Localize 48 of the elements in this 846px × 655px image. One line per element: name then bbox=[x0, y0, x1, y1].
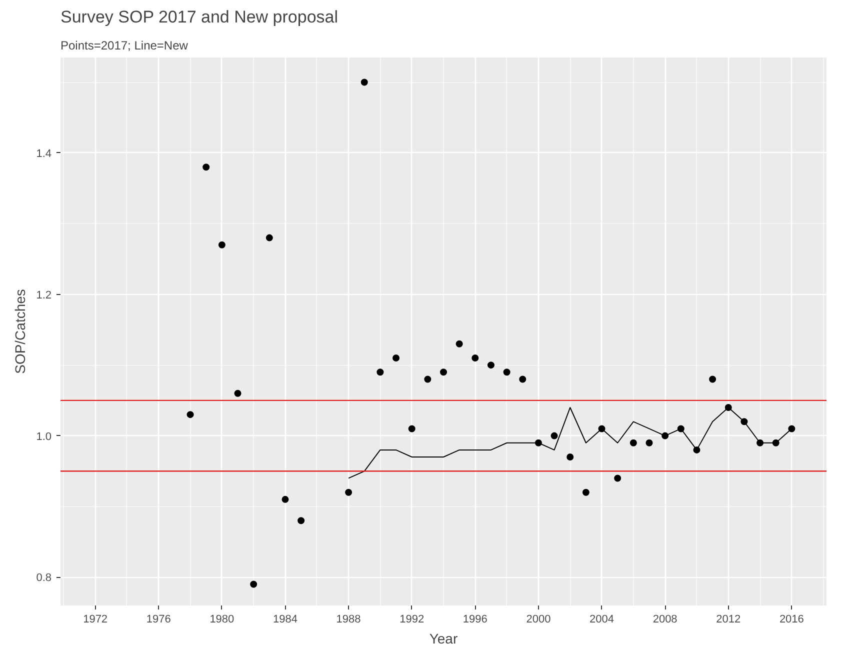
chart-subtitle: Points=2017; Line=New bbox=[60, 38, 188, 52]
point bbox=[582, 488, 590, 496]
point bbox=[408, 425, 416, 432]
point bbox=[519, 376, 526, 383]
point bbox=[186, 411, 194, 418]
x-tick-label: 2016 bbox=[779, 614, 804, 626]
point bbox=[376, 368, 384, 376]
point bbox=[250, 580, 258, 588]
point bbox=[202, 164, 210, 171]
point bbox=[218, 241, 226, 248]
point bbox=[503, 368, 510, 376]
point bbox=[630, 439, 637, 446]
point bbox=[487, 362, 494, 369]
x-tick-label: 1976 bbox=[146, 614, 171, 626]
y-tick-label: 1.0 bbox=[36, 430, 52, 443]
point bbox=[345, 488, 352, 496]
x-tick-label: 2004 bbox=[590, 614, 614, 626]
point bbox=[360, 78, 368, 86]
y-axis-title: SOP/Catches bbox=[12, 289, 28, 374]
x-tick-label: 1972 bbox=[83, 614, 108, 626]
point bbox=[472, 354, 479, 362]
point bbox=[550, 432, 558, 440]
x-tick-label: 1996 bbox=[462, 614, 488, 626]
point bbox=[646, 439, 653, 446]
x-tick-label: 1984 bbox=[273, 614, 298, 626]
point bbox=[614, 474, 622, 482]
x-axis-title: Year bbox=[429, 630, 458, 646]
y-tick-label: 0.8 bbox=[36, 572, 52, 584]
point bbox=[424, 376, 432, 383]
point bbox=[282, 496, 289, 503]
point bbox=[709, 376, 716, 383]
point bbox=[298, 517, 305, 524]
x-tick-label: 2000 bbox=[526, 614, 551, 626]
y-tick-label: 1.2 bbox=[36, 289, 52, 302]
point bbox=[440, 368, 447, 376]
x-tick-label: 1988 bbox=[336, 614, 361, 626]
x-tick-label: 1980 bbox=[210, 614, 234, 626]
point bbox=[234, 390, 242, 397]
x-tick-label: 2008 bbox=[652, 614, 678, 626]
point bbox=[788, 425, 796, 432]
x-tick-label: 1992 bbox=[400, 614, 424, 626]
point bbox=[392, 354, 400, 362]
point bbox=[266, 234, 273, 242]
point bbox=[456, 340, 463, 348]
y-tick-label: 1.4 bbox=[36, 148, 52, 160]
chart-title: Survey SOP 2017 and New proposal bbox=[60, 8, 338, 26]
x-tick-label: 2012 bbox=[716, 614, 741, 626]
point bbox=[566, 454, 574, 461]
